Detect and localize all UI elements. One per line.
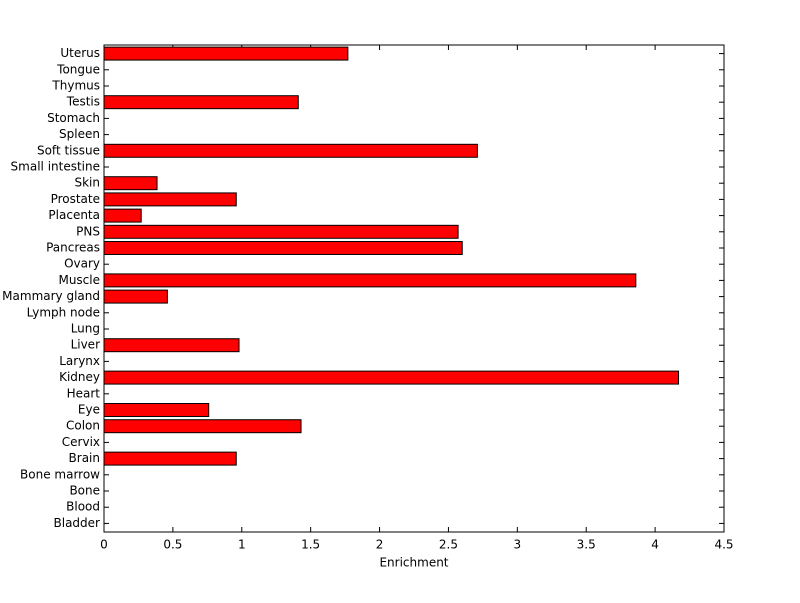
x-tick-label: 3.5 <box>577 538 596 552</box>
bar <box>103 289 168 304</box>
y-tick-label: Prostate <box>51 192 100 206</box>
y-tick-label: Larynx <box>59 354 100 368</box>
x-tick-label: 1.5 <box>301 538 320 552</box>
bar <box>103 224 459 239</box>
bar <box>103 46 349 61</box>
x-tick-label: 1 <box>238 538 246 552</box>
x-tick-label: 3 <box>514 538 522 552</box>
bar <box>103 451 237 466</box>
y-tick-label: Muscle <box>58 273 100 287</box>
x-tick-label: 4.5 <box>714 538 733 552</box>
y-tick-label: Bone <box>69 484 100 498</box>
bar <box>103 338 240 353</box>
y-tick-label: Mammary gland <box>2 289 100 303</box>
bar <box>103 370 680 385</box>
bar <box>103 95 299 110</box>
bar <box>103 208 142 223</box>
y-tick-label: Placenta <box>48 208 100 222</box>
x-axis-label: Enrichment <box>379 556 448 570</box>
y-tick-label: Small intestine <box>11 159 100 173</box>
bar <box>103 143 478 158</box>
bar <box>103 192 237 207</box>
y-tick-label: Soft tissue <box>37 143 100 157</box>
y-tick-label: Thymus <box>51 78 100 92</box>
y-tick-label: Skin <box>74 176 100 190</box>
y-tick-label: Stomach <box>47 111 100 125</box>
y-tick-label: Cervix <box>62 435 100 449</box>
y-tick-label: Brain <box>69 451 100 465</box>
y-tick-label: Colon <box>66 419 100 433</box>
y-tick-label: Kidney <box>59 370 100 384</box>
bar <box>103 176 158 191</box>
y-tick-label: Lung <box>71 322 100 336</box>
y-tick-label: Spleen <box>59 127 100 141</box>
x-tick-label: 0 <box>100 538 108 552</box>
y-tick-label: Tongue <box>56 62 100 76</box>
x-tick-label: 2.5 <box>439 538 458 552</box>
y-tick-label: Uterus <box>60 46 100 60</box>
bar <box>103 241 463 255</box>
y-tick-label: Eye <box>78 403 100 417</box>
y-tick-label: Ovary <box>64 257 100 271</box>
y-tick-label: Liver <box>71 338 101 352</box>
plot-area <box>103 44 725 533</box>
y-tick-label: Heart <box>67 386 101 400</box>
y-tick-label: Testis <box>66 95 100 109</box>
y-tick-label: Bladder <box>54 516 101 530</box>
y-tick-label: Lymph node <box>27 305 100 319</box>
x-tick-label: 2 <box>376 538 384 552</box>
y-tick-label: Pancreas <box>46 240 100 254</box>
x-tick-label: 0.5 <box>163 538 182 552</box>
y-tick-label: Blood <box>66 500 100 514</box>
y-tick-label: Bone marrow <box>20 467 100 481</box>
bar <box>103 273 637 288</box>
bar <box>103 419 302 434</box>
y-tick-label: PNS <box>76 224 100 238</box>
bar <box>103 403 210 417</box>
x-tick-label: 4 <box>651 538 659 552</box>
